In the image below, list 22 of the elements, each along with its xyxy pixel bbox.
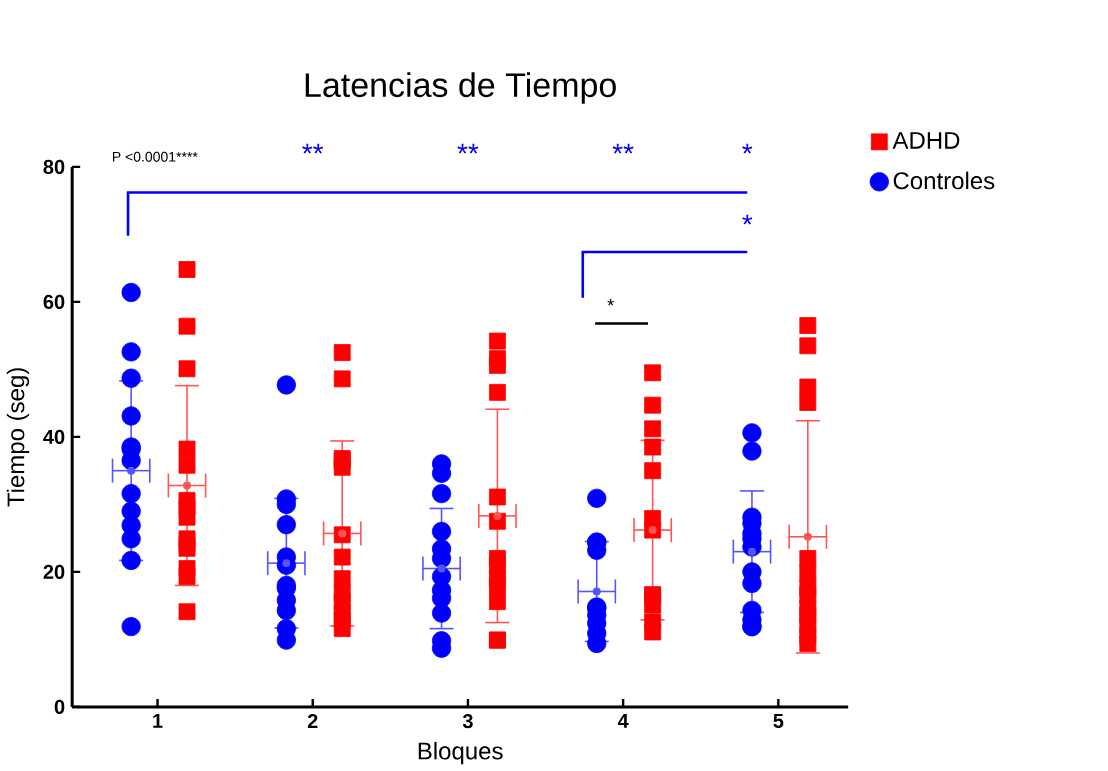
chart-title: Latencias de Tiempo [305, 72, 616, 104]
y-tick-label: 80 [43, 159, 65, 175]
legend-label: Controles [893, 171, 995, 190]
y-tick-label: 40 [43, 429, 65, 445]
text: P <0.0001**** [112, 151, 198, 162]
x-tick-label: 4 [617, 714, 629, 728]
x-tick-label: 2 [307, 714, 318, 728]
x-tick-label: 1 [153, 714, 163, 728]
annotation: * [607, 299, 614, 306]
y-tick-label: 60 [43, 294, 65, 310]
text: ** [457, 143, 479, 154]
x-tick-label: 5 [773, 714, 784, 728]
x-axis-title: Bloques [418, 741, 503, 765]
text: ** [302, 143, 324, 154]
legend-label: ADHD [892, 132, 960, 149]
text: ** [612, 143, 634, 154]
y-tick-label: 0 [54, 699, 65, 715]
x-tick-label: 3 [462, 714, 473, 729]
annotation: * [742, 214, 753, 225]
y-axis-title: Tiempo (seg) [6, 368, 30, 507]
y-tick-label: 20 [43, 564, 65, 580]
text: * [742, 143, 753, 154]
